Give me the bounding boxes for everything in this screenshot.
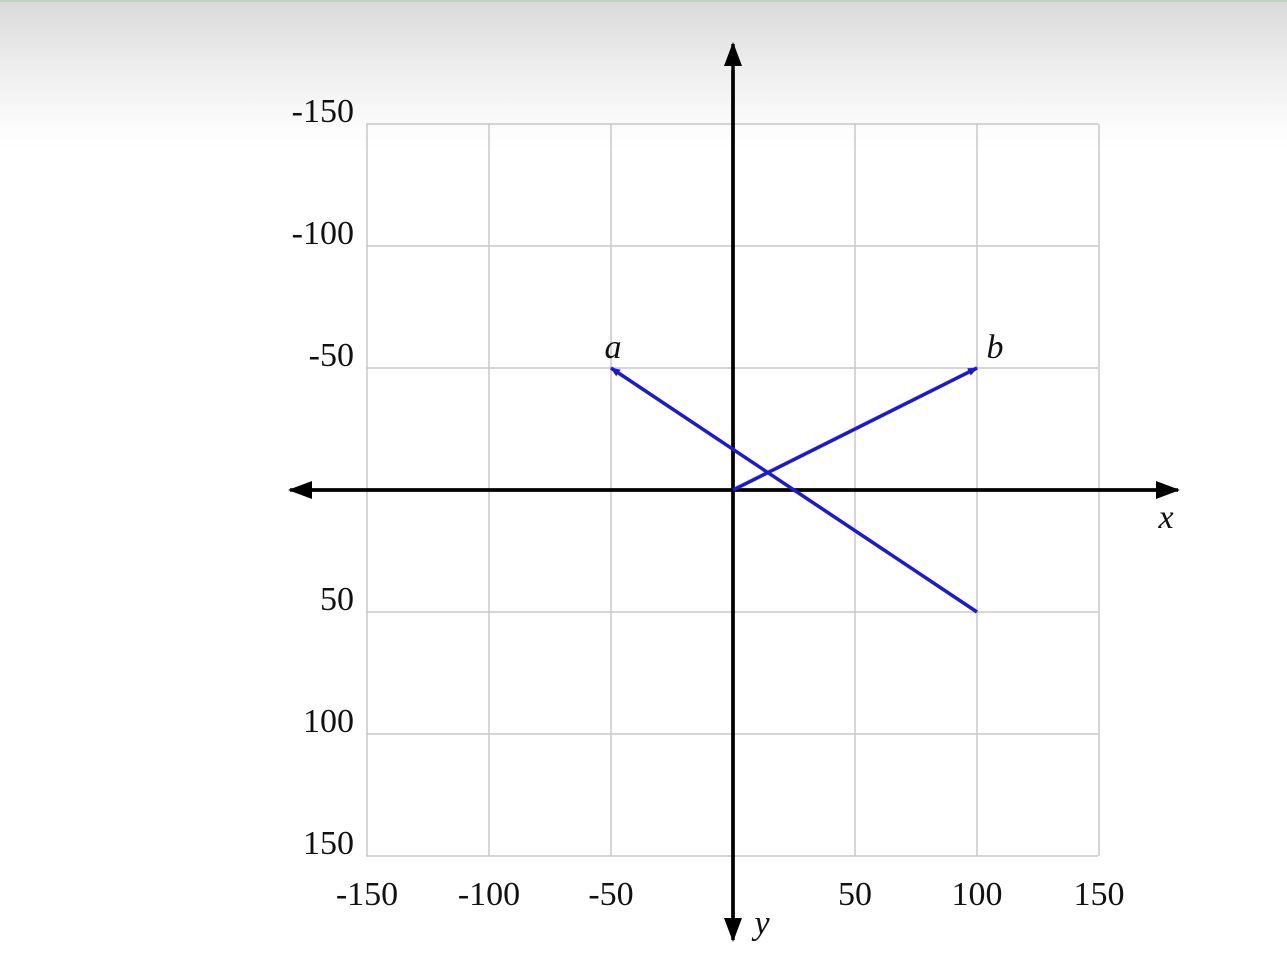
x-tick-label: -150 <box>336 876 398 913</box>
y-axis-label: y <box>751 905 770 942</box>
x-tick-label: 100 <box>952 876 1003 913</box>
y-tick-label: -150 <box>292 93 354 130</box>
top-rule <box>0 0 1287 2</box>
y-tick-label: -100 <box>292 215 354 252</box>
x-tick-label: -100 <box>458 876 520 913</box>
axes: xy <box>288 42 1180 942</box>
y-tick-label: -50 <box>309 337 354 374</box>
tick-labels: -150 -100 -50 50 100 150 -150 -100 -50 50 100 150 <box>292 93 1125 913</box>
x-tick-label: 50 <box>838 876 872 913</box>
x-tick-label: -50 <box>588 876 633 913</box>
y-tick-label: 100 <box>303 703 354 740</box>
y-tick-label: 150 <box>303 825 354 862</box>
y-tick-label: 50 <box>320 581 354 618</box>
x-tick-label: 150 <box>1074 876 1125 913</box>
vector-b <box>732 366 978 492</box>
x-axis-label: x <box>1157 499 1173 536</box>
vector-label-b: b <box>987 329 1004 366</box>
vector-a <box>610 366 978 614</box>
vector-label-a: a <box>605 329 622 366</box>
